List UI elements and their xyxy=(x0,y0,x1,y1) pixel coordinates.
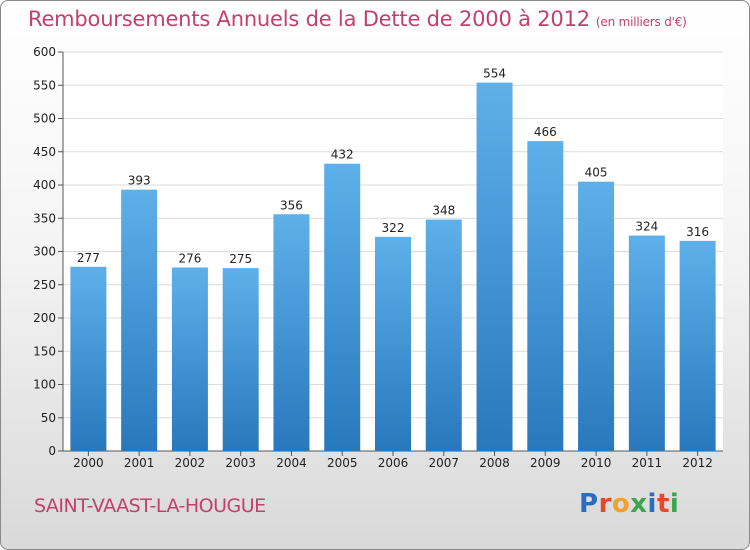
data-label: 554 xyxy=(483,67,506,81)
proxiti-logo: Proxiti xyxy=(579,489,679,519)
bar xyxy=(425,219,462,451)
y-tick-label: 600 xyxy=(33,45,56,59)
data-label: 322 xyxy=(382,221,405,235)
logo-letter: t xyxy=(656,489,670,519)
bar xyxy=(273,214,310,451)
x-tick-label: 2004 xyxy=(276,456,307,470)
bar xyxy=(679,240,716,451)
data-label: 348 xyxy=(432,204,455,218)
y-tick-label: 400 xyxy=(33,178,56,192)
data-label: 316 xyxy=(686,225,709,239)
y-tick-label: 200 xyxy=(33,311,56,325)
logo-letter: P xyxy=(579,489,599,519)
data-label: 276 xyxy=(178,251,201,265)
data-label: 277 xyxy=(77,251,100,265)
y-tick-label: 250 xyxy=(33,278,56,292)
y-tick-label: 350 xyxy=(33,211,56,225)
x-tick-label: 2005 xyxy=(327,456,358,470)
logo-letter: x xyxy=(630,489,648,519)
bar xyxy=(628,235,665,451)
x-tick-label: 2001 xyxy=(124,456,155,470)
x-tick-label: 2012 xyxy=(682,456,713,470)
bar xyxy=(375,236,411,451)
y-tick-label: 100 xyxy=(33,378,56,392)
city-name: SAINT-VAAST-LA-HOUGUE xyxy=(34,495,266,517)
x-tick-label: 2003 xyxy=(225,456,256,470)
y-tick-label: 550 xyxy=(33,78,56,92)
x-tick-label: 2006 xyxy=(378,456,409,470)
x-tick-label: 2008 xyxy=(479,456,510,470)
data-label: 356 xyxy=(280,198,303,212)
y-tick-label: 50 xyxy=(41,411,56,425)
logo-letter: i xyxy=(647,489,657,519)
y-tick-label: 300 xyxy=(33,245,56,259)
x-tick-label: 2007 xyxy=(428,456,459,470)
bar xyxy=(476,82,513,451)
data-label: 275 xyxy=(229,252,252,266)
data-label: 432 xyxy=(331,148,354,162)
x-tick-label: 2011 xyxy=(632,456,663,470)
x-tick-label: 2010 xyxy=(581,456,612,470)
y-tick-label: 0 xyxy=(48,444,56,458)
logo-letter: r xyxy=(598,489,612,519)
data-label: 405 xyxy=(585,166,608,180)
data-label: 393 xyxy=(128,174,151,188)
bar xyxy=(222,268,259,451)
bar xyxy=(527,141,564,452)
y-tick-label: 500 xyxy=(33,112,56,126)
x-tick-label: 2009 xyxy=(530,456,561,470)
bar xyxy=(70,266,107,451)
data-label: 466 xyxy=(534,125,557,139)
x-tick-label: 2002 xyxy=(175,456,206,470)
x-tick-label: 2000 xyxy=(73,456,104,470)
bar xyxy=(578,181,615,452)
chart-title: Remboursements Annuels de la Dette de 20… xyxy=(28,7,687,31)
bar xyxy=(121,189,158,451)
y-tick-label: 450 xyxy=(33,145,56,159)
chart-subtitle: (en milliers d'€) xyxy=(595,15,687,29)
bar xyxy=(171,267,208,451)
logo-letter: i xyxy=(669,489,680,519)
logo-letter: o xyxy=(611,489,631,519)
data-label: 324 xyxy=(635,220,658,234)
y-tick-label: 150 xyxy=(33,344,56,358)
bar xyxy=(324,163,361,451)
